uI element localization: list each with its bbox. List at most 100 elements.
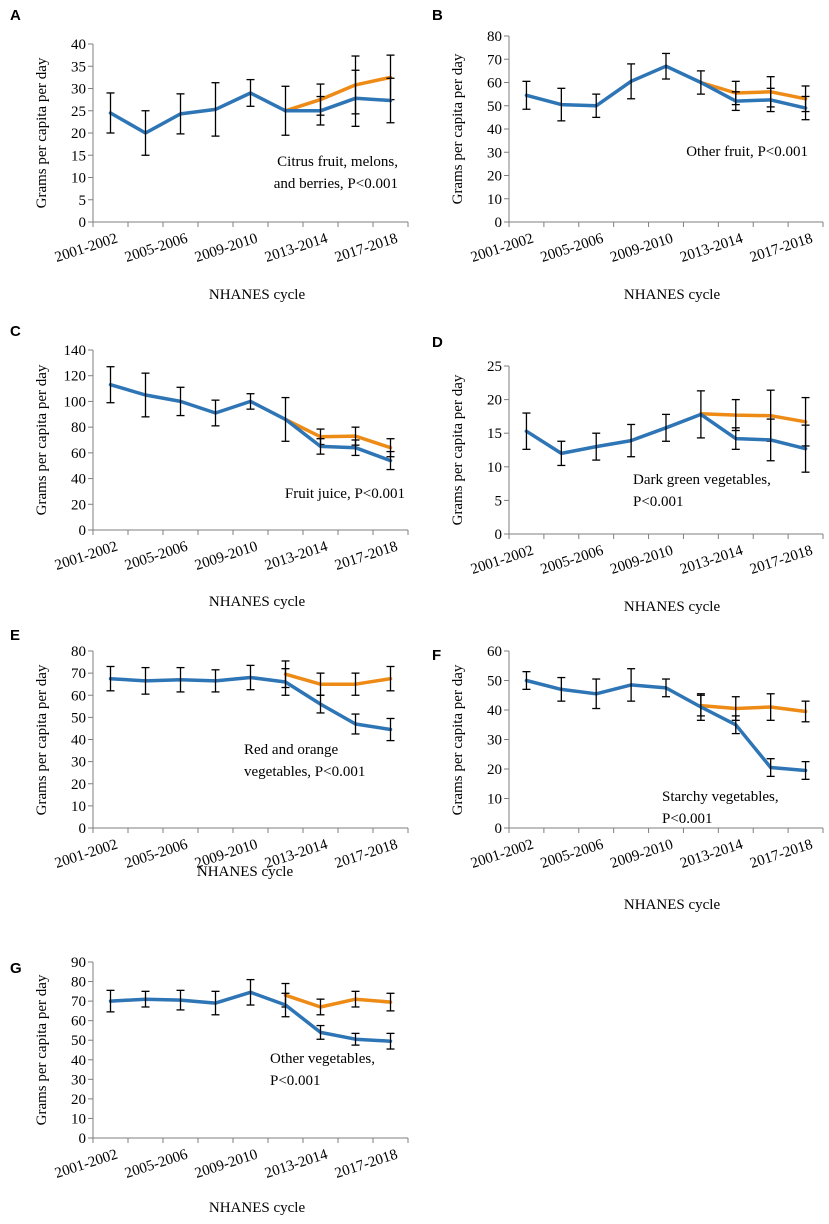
- x-tick-label: 2017-2018: [748, 231, 815, 266]
- x-tick-label: 2017-2018: [333, 837, 400, 872]
- y-tick-label: 80: [487, 29, 502, 45]
- y-tick-label: 10: [71, 799, 86, 815]
- x-tick-label: 2005-2006: [123, 230, 190, 265]
- y-tick-label: 70: [487, 52, 502, 68]
- error-bar: [316, 694, 325, 714]
- panel-letter: E: [10, 627, 20, 644]
- series-line-orange: [699, 411, 808, 424]
- error-bar: [211, 399, 220, 427]
- error-bar: [281, 396, 290, 442]
- panel-letter: A: [10, 7, 21, 24]
- x-tick-label: 2005-2006: [539, 230, 606, 265]
- annotation-text: Other fruit, P<0.001: [686, 144, 808, 160]
- y-tick-label: 20: [487, 762, 502, 778]
- error-bar: [386, 77, 395, 124]
- panel-letter: B: [432, 7, 443, 24]
- y-tick-label: 10: [487, 192, 502, 208]
- y-tick-label: 20: [71, 777, 86, 793]
- y-tick-label: 10: [71, 1111, 86, 1127]
- error-bar: [316, 95, 325, 126]
- y-axis-title: Grams per capita per day: [450, 664, 466, 815]
- y-tick-label: 40: [71, 733, 86, 749]
- y-tick-label: 25: [71, 104, 86, 120]
- y-tick-label: 60: [487, 76, 502, 92]
- y-tick-label: 20: [71, 1092, 86, 1108]
- y-tick-label: 5: [495, 493, 503, 509]
- error-bar: [766, 418, 775, 462]
- error-bar: [522, 412, 531, 450]
- series-line-orange: [283, 75, 393, 113]
- error-bar: [211, 82, 220, 137]
- y-tick-label: 60: [71, 1014, 86, 1030]
- y-tick-label: 40: [487, 703, 502, 719]
- error-bar: [801, 700, 810, 723]
- panel-letter: C: [10, 323, 21, 340]
- annotation-text: P<0.001: [633, 494, 684, 510]
- error-bar: [246, 978, 255, 1006]
- y-tick-label: 0: [495, 821, 503, 837]
- x-axis-title: NHANES cycle: [624, 599, 721, 615]
- series-line-orange: [699, 703, 808, 714]
- x-tick-label: 2013-2014: [263, 230, 330, 265]
- x-tick-label: 2009-2010: [608, 231, 675, 266]
- y-tick-label: 50: [487, 674, 502, 690]
- error-bar: [731, 715, 740, 735]
- error-bar: [316, 438, 325, 455]
- error-bar: [246, 664, 255, 691]
- error-bar: [696, 693, 705, 721]
- chart-panel-f: F 0 10 20 30 40 50 60 2001-2002 2005-2006 2009-201…: [432, 644, 824, 913]
- error-bar: [141, 666, 150, 695]
- x-tick-label: 2001-2002: [53, 539, 120, 574]
- error-bar: [386, 992, 395, 1012]
- error-bar: [141, 372, 150, 418]
- y-tick-label: 70: [71, 666, 86, 682]
- y-tick-label: 0: [495, 527, 503, 543]
- x-axis-title: NHANES cycle: [624, 897, 721, 913]
- error-bar: [592, 432, 601, 461]
- error-bar: [386, 717, 395, 742]
- y-tick-label: 80: [71, 975, 86, 991]
- x-tick-label: 2005-2006: [123, 538, 190, 573]
- annotation-text: and berries, P<0.001: [274, 176, 398, 192]
- error-bar: [351, 990, 360, 1008]
- x-tick-label: 2005-2006: [539, 836, 606, 871]
- y-tick-label: 20: [71, 126, 86, 142]
- y-tick-label: 40: [487, 122, 502, 138]
- error-bar: [351, 672, 360, 696]
- x-tick-label: 2001-2002: [469, 231, 536, 266]
- annotation-text: Citrus fruit, melons,: [277, 154, 398, 170]
- y-tick-label: 20: [71, 497, 86, 513]
- error-bar: [106, 366, 115, 404]
- x-tick-label: 2009-2010: [608, 543, 675, 578]
- y-tick-label: 25: [487, 359, 502, 375]
- error-bar: [176, 93, 185, 135]
- y-tick-label: 0: [79, 523, 87, 539]
- y-tick-label: 90: [71, 955, 86, 971]
- chart-panel-c: C 0 20 40 60 80 100 120 140 2001-2002 2005-2006 200…: [10, 323, 409, 610]
- error-bar: [801, 424, 810, 473]
- x-tick-label: 2017-2018: [748, 837, 815, 872]
- error-bar: [281, 668, 290, 696]
- y-tick-label: 5: [79, 193, 87, 209]
- y-tick-label: 20: [487, 169, 502, 185]
- x-tick-label: 2001-2002: [53, 837, 120, 872]
- panel-letter: F: [432, 647, 441, 664]
- x-tick-label: 2013-2014: [678, 836, 745, 871]
- x-tick-label: 2017-2018: [748, 543, 815, 578]
- error-bar: [176, 386, 185, 417]
- annotation-text: Red and orange: [244, 742, 338, 758]
- y-tick-label: 15: [487, 426, 502, 442]
- y-tick-label: 140: [64, 343, 87, 359]
- y-axis-title: Grams per capita per day: [450, 53, 466, 204]
- x-axis-title: NHANES cycle: [624, 287, 721, 303]
- error-bar: [211, 669, 220, 693]
- y-tick-label: 30: [487, 733, 502, 749]
- error-bar: [106, 92, 115, 134]
- error-bar: [557, 676, 566, 702]
- y-tick-label: 0: [495, 215, 503, 231]
- error-bar: [731, 91, 740, 112]
- error-bar: [386, 1032, 395, 1050]
